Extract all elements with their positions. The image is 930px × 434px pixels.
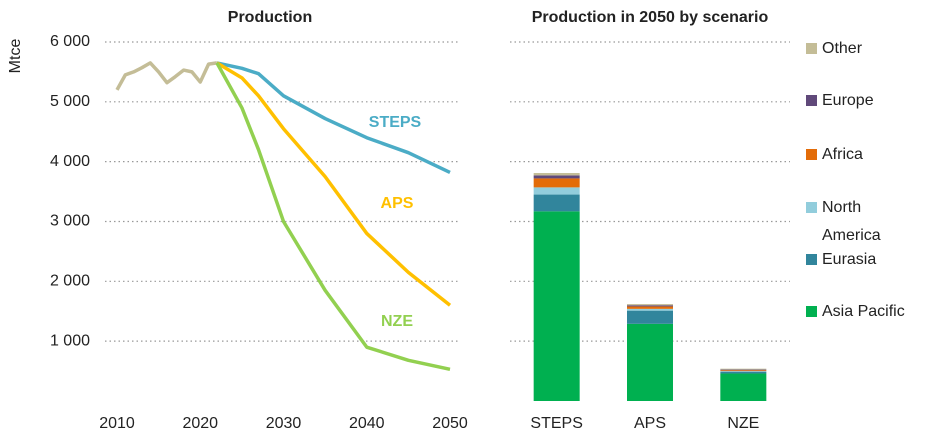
y-tick-label: 1 000 [50, 332, 90, 349]
legend-swatch [806, 306, 817, 317]
bar-segment [627, 310, 673, 324]
x-tick-label: 2020 [182, 415, 218, 432]
bar-segment [720, 369, 767, 371]
chart-title: Production [228, 9, 312, 26]
bar-segment [533, 178, 580, 188]
series-label: STEPS [369, 114, 422, 131]
line [216, 61, 452, 307]
legend-swatch [806, 43, 817, 54]
y-axis-label: Mtce [7, 39, 24, 74]
line [115, 61, 218, 91]
bar-segment [533, 187, 580, 195]
legend-label: North America [822, 199, 881, 244]
legend-swatch [806, 202, 817, 213]
bar-segment [720, 371, 767, 372]
series-label: APS [381, 195, 414, 212]
x-tick-label: 2050 [432, 415, 468, 432]
bar-segment [627, 306, 673, 309]
bar-segment [533, 194, 580, 212]
x-tick-label: 2010 [99, 415, 135, 432]
legend-swatch [806, 254, 817, 265]
y-tick-label: 5 000 [50, 93, 90, 110]
bar-segment [533, 211, 580, 401]
y-tick-label: 4 000 [50, 153, 90, 170]
bar-segment [720, 368, 767, 370]
bar-segment [720, 371, 767, 374]
bar-segment [627, 323, 673, 401]
chart-title: Production in 2050 by scenario [532, 9, 769, 26]
bar-segment [533, 175, 580, 179]
x-tick-label: APS [634, 415, 666, 432]
bar-segment [627, 308, 673, 311]
bar-segment [533, 173, 580, 176]
y-tick-label: 3 000 [50, 213, 90, 230]
line [216, 61, 451, 174]
x-tick-label: NZE [727, 415, 759, 432]
y-tick-label: 6 000 [50, 33, 90, 50]
legend-label: Eurasia [822, 251, 876, 268]
line [215, 62, 451, 371]
y-tick-label: 2 000 [50, 273, 90, 290]
legend-label: Other [822, 40, 863, 57]
x-tick-label: 2030 [266, 415, 302, 432]
bar-segment [720, 370, 767, 372]
legend-label: Europe [822, 92, 874, 109]
legend-swatch [806, 149, 817, 160]
legend-swatch [806, 95, 817, 106]
legend-label: Africa [822, 146, 863, 163]
legend-label: Asia Pacific [822, 303, 905, 320]
bar-segment [627, 304, 673, 306]
x-tick-label: 2040 [349, 415, 385, 432]
series-label: NZE [381, 313, 413, 330]
bar-segment [627, 305, 673, 307]
bar-segment [720, 373, 767, 401]
x-tick-label: STEPS [530, 415, 582, 432]
